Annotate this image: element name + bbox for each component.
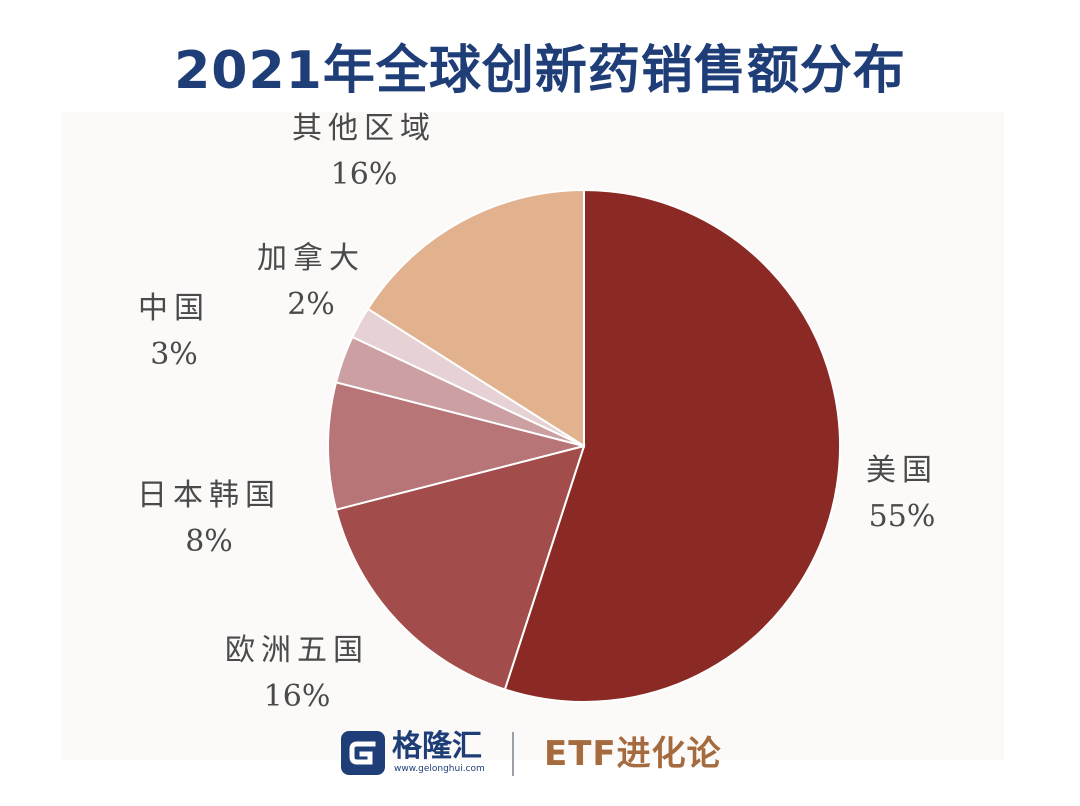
slice-value-label-3: 8% [185,524,233,559]
pie-slice-3 [326,381,585,511]
slice-name-label-5: 加拿大 [257,241,365,276]
pie-slice-6 [366,188,585,448]
slice-name-label-4: 中国 [138,291,210,326]
slice-value-label-2: 16% [264,679,331,714]
slices-layer [326,188,841,703]
pie-slice-1 [503,188,841,703]
slice-name-label-2: 欧洲五国 [225,633,369,668]
slice-value-label-1: 55% [869,499,936,534]
footer-divider [512,732,514,776]
slice-name-label-6: 其他区域 [292,111,436,146]
series-name: ETF进化论 [544,734,722,774]
slice-value-label-4: 3% [150,337,198,372]
chart-title: 2021年全球创新药销售额分布 [174,41,906,101]
pie-slice-2 [334,444,586,691]
brand-url: www.gelonghui.com [394,764,485,774]
brand-name: 格隆汇 [392,729,482,764]
gelonghui-logo-icon [341,731,385,775]
slice-name-label-1: 美国 [866,453,938,488]
labels-layer: 美国 55% 欧洲五国 16% 日本韩国 8% 中国 3% 加拿大 2% 其他区域 16% [137,111,938,714]
slice-name-label-3: 日本韩国 [137,478,281,513]
slice-value-label-5: 2% [287,287,335,322]
slice-value-label-6: 16% [331,157,398,192]
